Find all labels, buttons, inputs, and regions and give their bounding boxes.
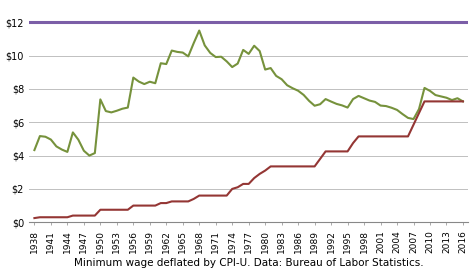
- X-axis label: Minimum wage deflated by CPI-U. Data: Bureau of Labor Statistics.: Minimum wage deflated by CPI-U. Data: Bu…: [74, 258, 423, 269]
